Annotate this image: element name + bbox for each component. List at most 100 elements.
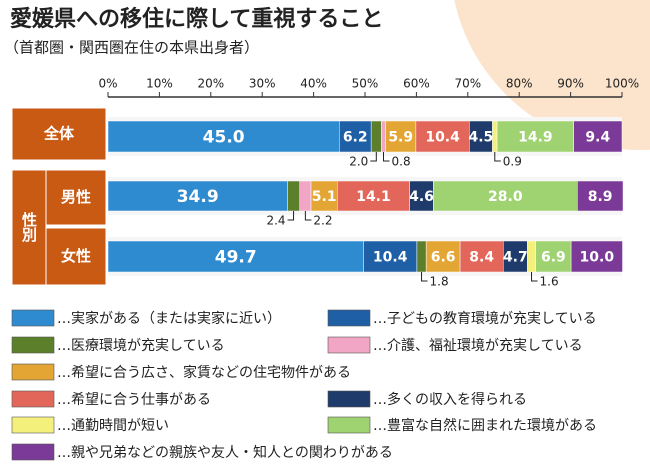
value-label: 6.6 xyxy=(431,250,456,266)
bar-segment xyxy=(425,240,461,273)
x-tick-label: 90% xyxy=(557,77,584,91)
bar-segment xyxy=(535,240,572,273)
legend-label: …通勤時間が短い xyxy=(57,418,169,434)
legend-swatch xyxy=(327,390,371,408)
leader-line xyxy=(287,211,295,221)
bar-segment xyxy=(415,120,470,153)
value-label: 4.5 xyxy=(469,130,494,146)
leader-line xyxy=(383,152,390,162)
legend-swatch xyxy=(11,416,55,434)
bar-segment xyxy=(310,180,338,212)
bar-segment xyxy=(433,180,578,212)
value-label: 1.8 xyxy=(430,275,449,289)
legend-swatch xyxy=(327,416,371,434)
value-label: 9.4 xyxy=(585,130,610,146)
bar-segment xyxy=(381,120,386,153)
bar-segment xyxy=(370,120,382,153)
legend-swatch xyxy=(11,443,55,461)
bar-segment xyxy=(570,240,623,273)
legend-label: …豊富な自然に囲まれた環境がある xyxy=(373,417,597,434)
x-tick-label: 10% xyxy=(146,77,173,91)
bar-segment xyxy=(459,240,504,273)
value-label: 28.0 xyxy=(488,189,523,205)
x-tick-label: 100% xyxy=(605,77,639,91)
value-label: 10.4 xyxy=(425,130,460,146)
group-label: 性別 xyxy=(20,211,38,243)
legend-label: …親や兄弟などの親族や友人・知人との関わりがある xyxy=(57,444,393,461)
value-label: 5.1 xyxy=(312,189,337,205)
legend-swatch xyxy=(327,309,371,327)
x-tick-label: 20% xyxy=(197,77,224,91)
value-label: 0.8 xyxy=(392,155,411,169)
row-cell xyxy=(45,227,107,286)
legend-swatch xyxy=(11,309,55,327)
legend-label: …多くの収入を得られる xyxy=(373,391,527,408)
row-cell xyxy=(11,107,107,161)
bar-segment xyxy=(299,180,312,212)
decor-circle xyxy=(454,0,650,150)
legend-label: …子どもの教育環境が充実している xyxy=(373,311,597,327)
leader-line xyxy=(304,211,312,221)
legend-label: …介護、福祉環境が充実している xyxy=(373,338,583,354)
leader-line xyxy=(421,272,428,282)
value-label: 4.7 xyxy=(503,250,528,266)
legend-label: …医療環境が充実している xyxy=(57,337,225,354)
legend-swatch xyxy=(11,336,55,354)
bar-segment xyxy=(107,120,340,153)
value-label: 10.0 xyxy=(580,250,615,266)
x-tick-label: 0% xyxy=(98,77,117,91)
value-label: 49.7 xyxy=(215,248,257,268)
value-label: 10.4 xyxy=(373,250,408,266)
value-label: 2.4 xyxy=(266,214,285,228)
bar-segment xyxy=(503,240,528,273)
x-tick-label: 80% xyxy=(506,77,533,91)
value-label: 6.2 xyxy=(343,130,368,146)
group-cell xyxy=(11,169,47,286)
legend-swatch xyxy=(11,390,55,408)
value-label: 14.9 xyxy=(518,130,553,146)
bar-segment xyxy=(573,120,623,153)
bar-segment xyxy=(527,240,536,273)
bar-segment xyxy=(107,240,364,273)
leader-line xyxy=(531,272,538,282)
value-label: 34.9 xyxy=(177,187,219,207)
value-label: 45.0 xyxy=(203,128,245,148)
row-label: 女性 xyxy=(61,247,91,265)
x-tick-label: 30% xyxy=(249,77,276,91)
value-label: 8.9 xyxy=(588,189,613,205)
value-label: 1.6 xyxy=(540,275,559,289)
bar-segment xyxy=(492,120,498,153)
x-tick-label: 40% xyxy=(300,77,327,91)
leader-line xyxy=(494,152,501,162)
legend-swatch xyxy=(327,336,371,354)
bar-segment xyxy=(363,240,418,273)
bar-segment xyxy=(339,120,372,153)
legend-label: …希望に合う広さ、家賃などの住宅物件がある xyxy=(57,364,351,381)
value-label: 6.9 xyxy=(541,250,566,266)
bar-segment xyxy=(107,180,288,212)
value-label: 5.9 xyxy=(388,130,413,146)
bar-segment xyxy=(416,240,427,273)
row-label: 全体 xyxy=(43,125,75,143)
legend-label: …希望に合う仕事がある xyxy=(57,392,211,408)
leader-line xyxy=(370,152,377,162)
legend-label: …実家がある（または実家に近い） xyxy=(57,310,281,327)
chart-subtitle: （首都圏・関西圏在住の本県出身者） xyxy=(4,39,259,57)
bar-segment xyxy=(496,120,574,153)
x-tick-label: 60% xyxy=(403,77,430,91)
value-label: 2.0 xyxy=(349,155,368,169)
value-label: 14.1 xyxy=(356,189,391,205)
x-tick-label: 70% xyxy=(454,77,481,91)
legend-swatch xyxy=(11,363,55,381)
value-label: 4.6 xyxy=(409,189,434,205)
value-label: 2.2 xyxy=(313,214,332,228)
row-label: 男性 xyxy=(61,188,91,206)
bar-segment xyxy=(385,120,417,153)
bar-segment xyxy=(577,180,624,212)
value-label: 0.9 xyxy=(503,155,522,169)
value-label: 8.4 xyxy=(469,250,494,266)
row-cell xyxy=(45,169,107,226)
x-tick-label: 50% xyxy=(352,77,379,91)
bar-segment xyxy=(287,180,300,212)
